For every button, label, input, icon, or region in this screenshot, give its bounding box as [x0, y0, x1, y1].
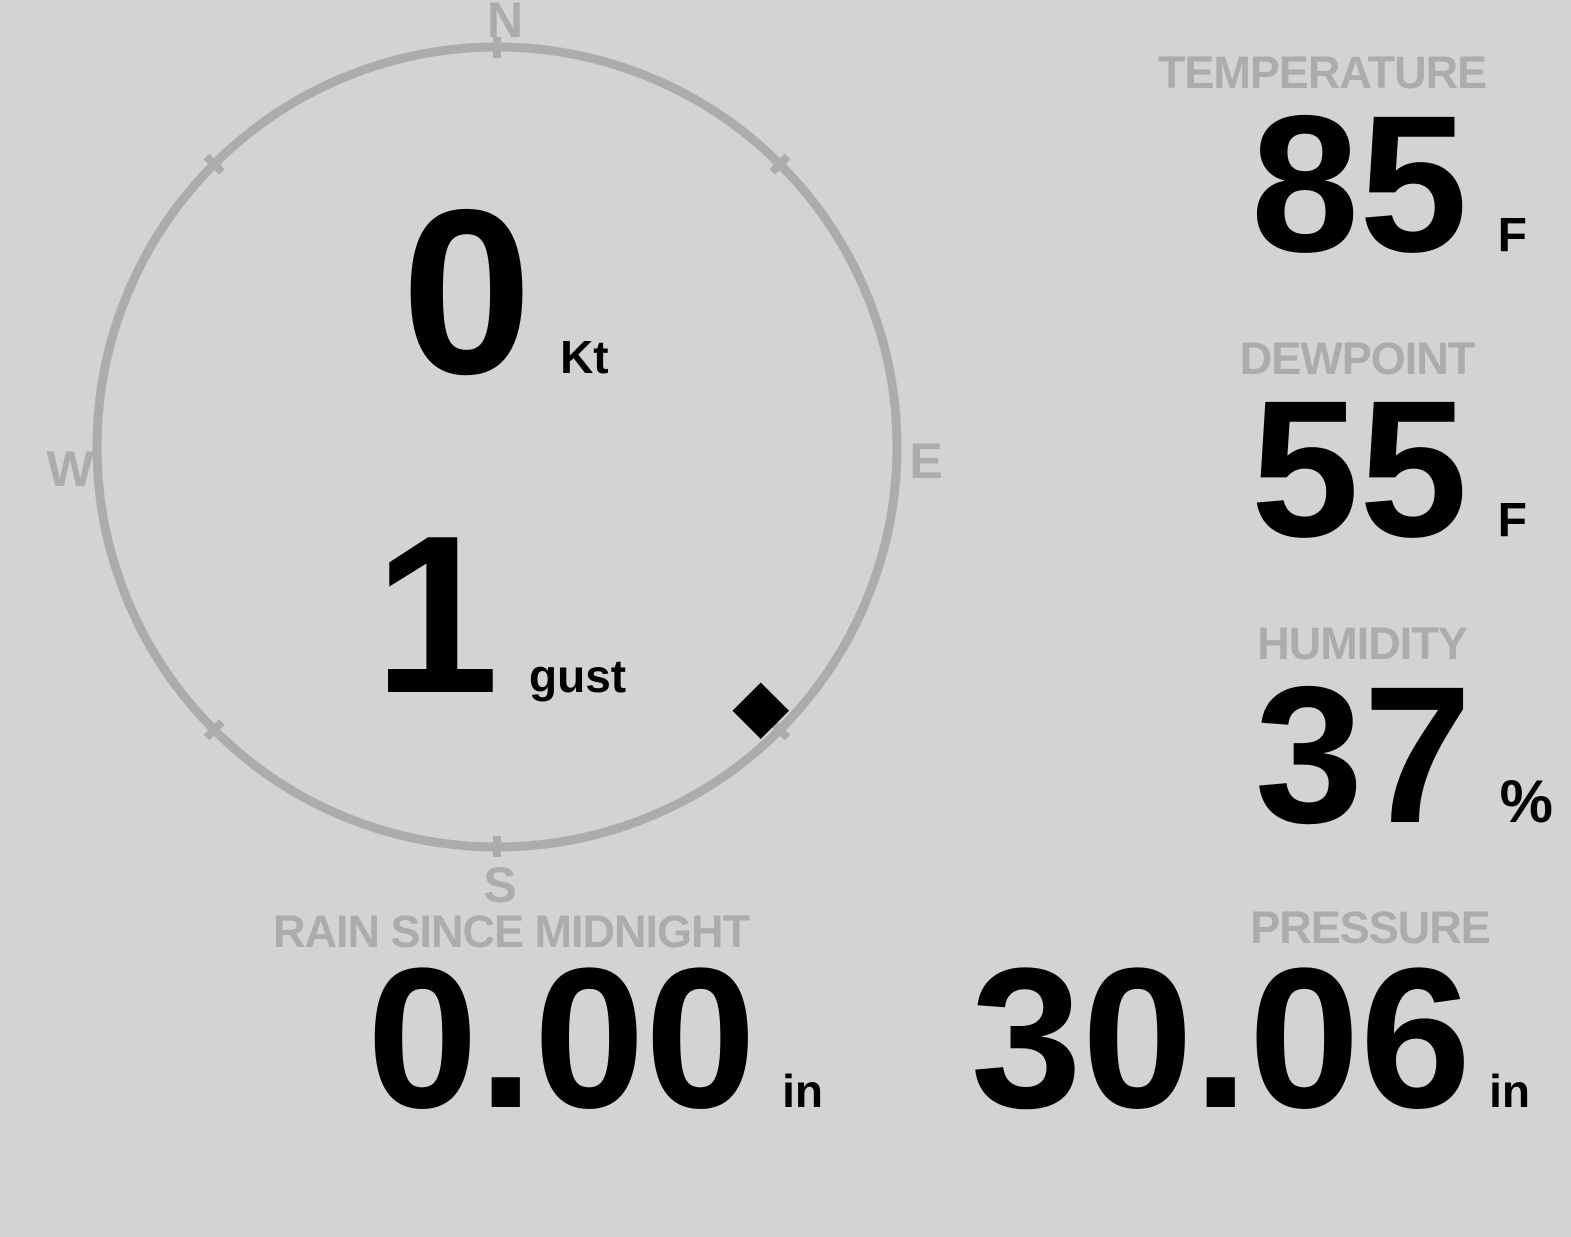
dewpoint-value-group: 55 F [1251, 372, 1527, 567]
rain-unit: in [782, 1065, 823, 1117]
pressure-unit: in [1489, 1065, 1530, 1117]
dewpoint-label: DEWPOINT [1239, 333, 1475, 384]
rain-label: RAIN SINCE MIDNIGHT [273, 906, 750, 957]
dewpoint-unit: F [1497, 494, 1527, 547]
humidity-label: HUMIDITY [1257, 618, 1467, 669]
rain-value: 0.00 [366, 927, 757, 1150]
compass-tick-ne [769, 153, 791, 175]
wind-speed-unit: Kt [560, 331, 609, 383]
temperature-label: TEMPERATURE [1157, 47, 1487, 98]
wind-compass-dial [92, 37, 902, 857]
compass-label-west: W [46, 441, 94, 497]
dewpoint-value: 55 [1250, 360, 1468, 578]
wind-gust-unit: gust [529, 650, 627, 702]
pressure-value-group: 30.06 in [971, 939, 1530, 1139]
humidity-value-group: 37 % [1255, 658, 1553, 853]
rain-value-group: 0.00 in [367, 939, 823, 1139]
pressure-value: 30.06 [970, 927, 1472, 1150]
temperature-value: 85 [1250, 75, 1468, 293]
humidity-value: 37 [1254, 646, 1472, 864]
pressure-label: PRESSURE [1250, 902, 1491, 953]
wind-gust-value: 1 [373, 488, 500, 740]
compass-label-south: S [483, 857, 517, 913]
wind-speed-value: 0 [401, 160, 533, 423]
compass-tick-sw [203, 719, 225, 741]
compass-label-north: N [486, 0, 524, 48]
compass-label-east: E [909, 433, 943, 489]
wind-gust-group: 1 gust [374, 502, 626, 727]
temperature-value-group: 85 F [1251, 87, 1527, 282]
humidity-unit: % [1499, 768, 1553, 835]
compass-tick-nw [203, 153, 225, 175]
wind-speed-group: 0 Kt [401, 174, 608, 409]
temperature-unit: F [1497, 209, 1527, 262]
